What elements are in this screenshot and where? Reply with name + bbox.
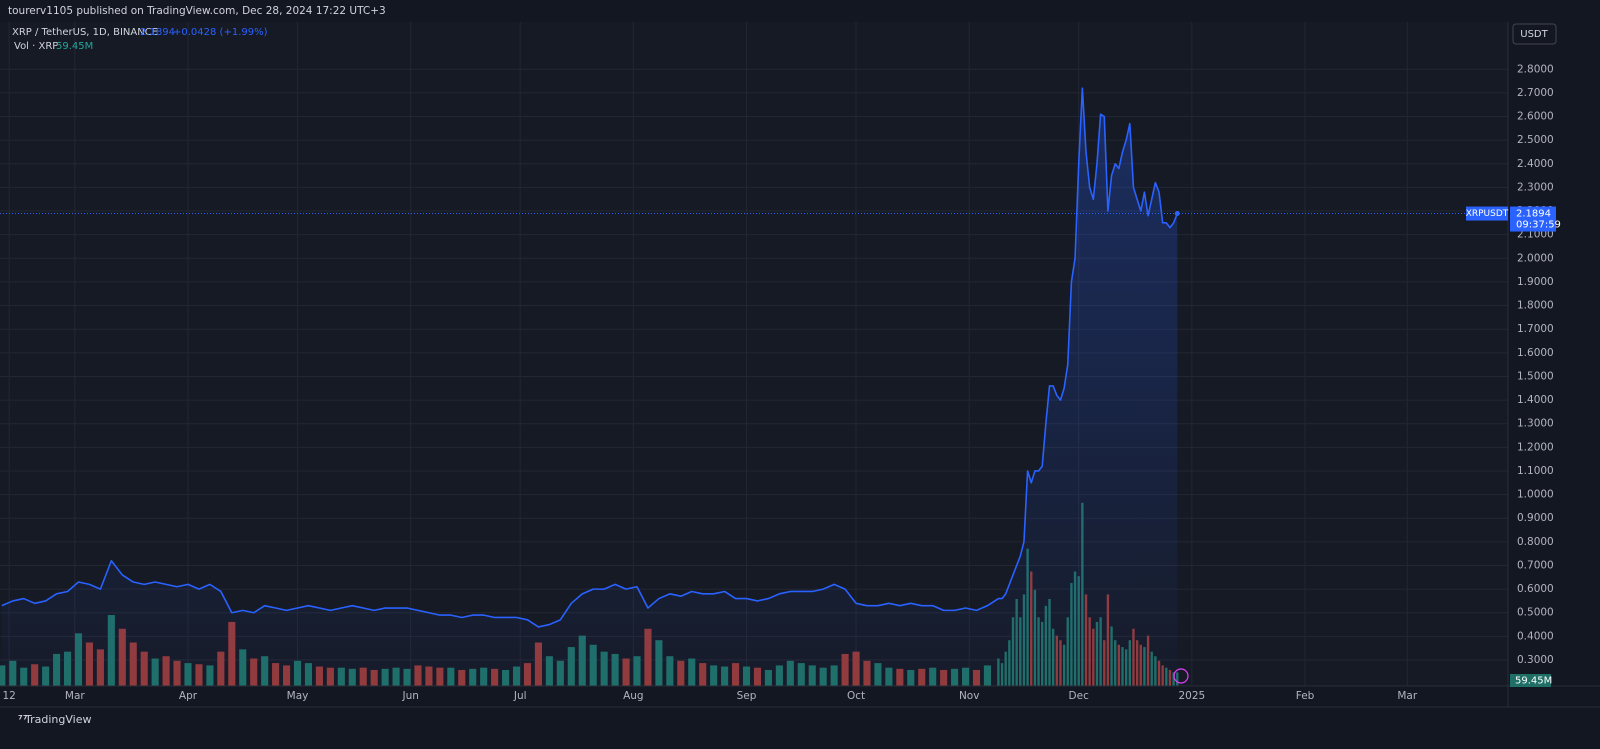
- legend-price: 2.1894: [140, 27, 175, 38]
- y-tick-label: 2.4000: [1517, 158, 1554, 170]
- y-tick-label: 0.6000: [1517, 583, 1554, 595]
- x-tick-label: Apr: [179, 690, 198, 702]
- y-tick-label: 1.8000: [1517, 300, 1554, 312]
- legend-volume-name: Vol · XRP: [14, 41, 58, 52]
- legend-volume-value: 59.45M: [56, 41, 93, 52]
- x-tick-label: Jul: [513, 690, 527, 702]
- x-tick-label: Feb: [1296, 690, 1315, 702]
- y-tick-label: 0.4000: [1517, 630, 1554, 642]
- currency-button[interactable]: [1512, 23, 1557, 45]
- x-tick-label: May: [287, 690, 309, 702]
- price-line: [1, 87, 1179, 628]
- last-point: [1174, 211, 1180, 217]
- footer-brand: TradingView: [24, 713, 91, 726]
- y-tick-label: 2.7000: [1517, 87, 1554, 99]
- x-tick-label: Jun: [401, 690, 418, 702]
- y-tick-label: 1.6000: [1517, 347, 1554, 359]
- x-tick-label: Oct: [847, 690, 865, 702]
- y-tick-label: 0.7000: [1517, 559, 1554, 571]
- currency-label: USDT: [1520, 29, 1548, 40]
- price-area: [1, 88, 1178, 686]
- y-tick-label: 1.3000: [1517, 418, 1554, 430]
- volume-tag: [1510, 674, 1551, 687]
- alert-icon[interactable]: [1173, 668, 1189, 684]
- x-tick-label: Dec: [1069, 690, 1090, 702]
- y-tick-label: 0.9000: [1517, 512, 1554, 524]
- footer-logo: ⁷⁷: [18, 713, 28, 726]
- y-tick-label: 1.1000: [1517, 465, 1554, 477]
- volume-tag-label: 59.45M: [1515, 676, 1552, 687]
- y-tick-label: 1.0000: [1517, 489, 1554, 501]
- y-tick-label: 0.8000: [1517, 536, 1554, 548]
- symbol-tag: [1466, 206, 1508, 221]
- y-tick-label: 1.9000: [1517, 276, 1554, 288]
- x-tick-label: 2025: [1179, 690, 1206, 702]
- x-tick-label: Sep: [737, 690, 757, 702]
- price-tag-label: 2.1894: [1516, 209, 1551, 220]
- countdown-label: 09:37:59: [1516, 220, 1561, 231]
- y-tick-label: 1.4000: [1517, 394, 1554, 406]
- y-tick-label: 2.8000: [1517, 63, 1554, 75]
- y-tick-label: 2.0000: [1517, 252, 1554, 264]
- x-tick-label: Nov: [959, 690, 980, 702]
- y-tick-label: 2.1000: [1517, 229, 1554, 241]
- y-tick-label: 1.5000: [1517, 370, 1554, 382]
- price-tag: [1510, 206, 1556, 232]
- y-tick-label: 0.5000: [1517, 607, 1554, 619]
- y-tick-label: 1.7000: [1517, 323, 1554, 335]
- legend-symbol: XRP / TetherUS, 1D, BINANCE: [12, 27, 158, 38]
- y-tick-label: 2.3000: [1517, 181, 1554, 193]
- y-tick-label: 0.3000: [1517, 654, 1554, 666]
- x-tick-label: Mar: [1397, 690, 1417, 702]
- pane: [0, 22, 1508, 686]
- x-tick-label: Mar: [65, 690, 85, 702]
- publish-header: tourerv1105 published on TradingView.com…: [8, 5, 386, 17]
- legend-change: +0.0428 (+1.99%): [173, 27, 268, 38]
- y-tick-label: 1.2000: [1517, 441, 1554, 453]
- symbol-tag-label: XRPUSDT: [1466, 209, 1509, 219]
- y-tick-label: 2.5000: [1517, 134, 1554, 146]
- y-tick-label: 2.6000: [1517, 111, 1554, 123]
- x-tick-label: Aug: [623, 690, 644, 702]
- x-tick-label: 12: [2, 690, 15, 702]
